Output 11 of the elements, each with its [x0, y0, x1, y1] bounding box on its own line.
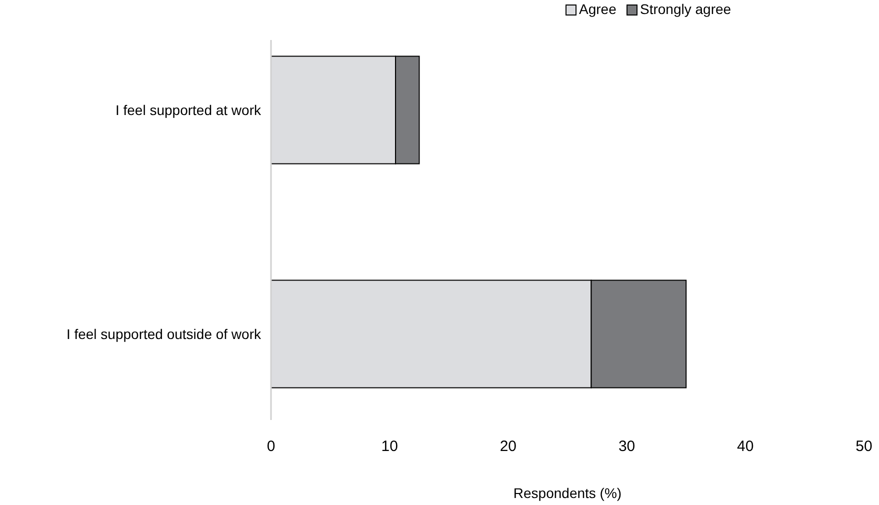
- x-tick-label: 20: [500, 438, 517, 455]
- x-tick-label: 30: [618, 438, 636, 455]
- legend-label: Agree: [579, 1, 617, 17]
- x-tick-label: 40: [737, 438, 754, 455]
- legend-label: Strongly agree: [640, 1, 732, 17]
- x-tick-label: 10: [381, 438, 398, 455]
- y-tick-label: I feel supported at work: [115, 102, 262, 118]
- x-tick-label: 50: [856, 438, 872, 455]
- x-tick-label: 0: [266, 438, 276, 455]
- x-axis-title: Respondents (%): [513, 485, 622, 501]
- y-tick-label: I feel supported outside of work: [66, 326, 262, 342]
